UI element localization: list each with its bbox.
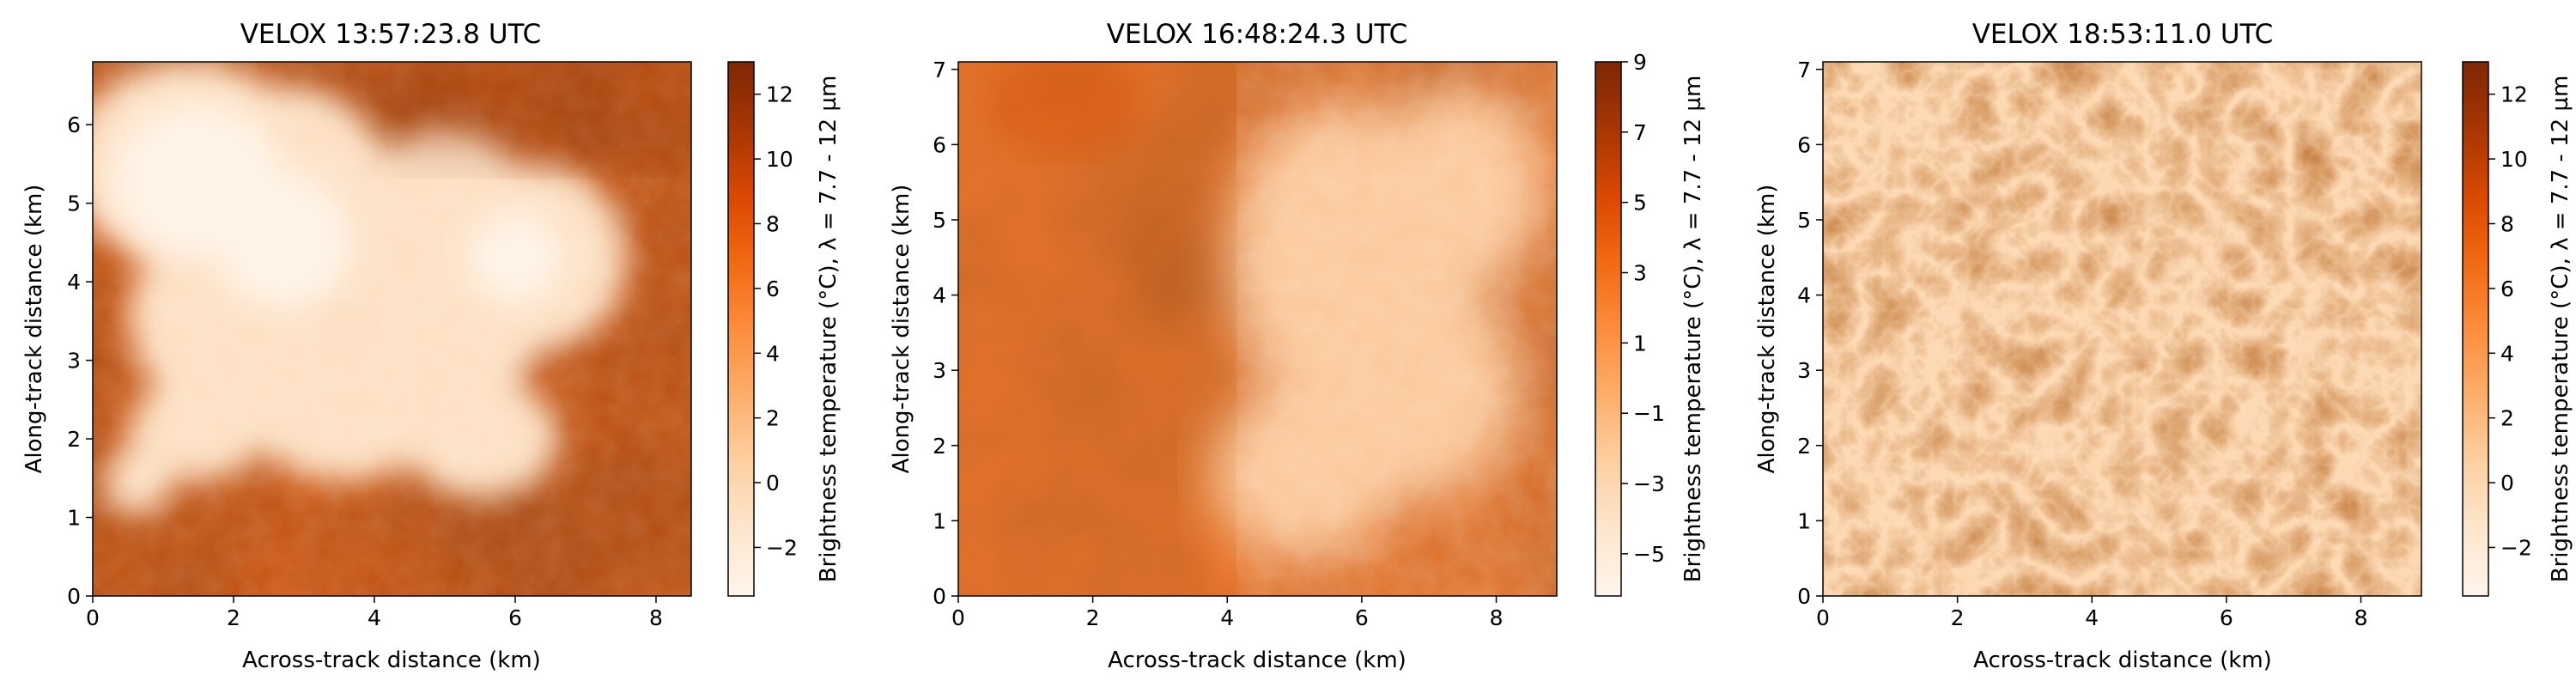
colorbar-tick-label: 10 (766, 147, 793, 172)
y-axis-label: Along-track distance (km) (889, 185, 914, 474)
colorbar: −2 0 2 4 6 8 10 12 (2462, 61, 2532, 597)
colorbar-tick-label: 2 (766, 406, 780, 431)
heatmap-image (92, 61, 692, 597)
colorbar: −2 0 2 4 6 8 10 12 (727, 61, 798, 597)
colorbar-tick-label: 8 (2500, 211, 2514, 236)
colorbar-tick-label: 9 (1633, 50, 1647, 75)
x-tick-label: 8 (649, 605, 663, 630)
colorbar-label: Brightness temperature (°C), λ = 7.7 - 1… (816, 76, 841, 583)
x-axis-label: Across-track distance (km) (242, 647, 541, 673)
y-tick-label: 1 (67, 506, 81, 531)
y-tick-label: 2 (67, 427, 81, 452)
heatmap-image (1822, 61, 2422, 597)
x-tick-label: 6 (1355, 605, 1369, 630)
y-tick-label: 3 (1797, 358, 1811, 383)
colorbar-tick-label: 4 (2500, 341, 2514, 366)
y-tick-label: 0 (67, 584, 81, 609)
x-axis: 0 2 4 6 8 (86, 596, 663, 630)
x-tick-label: 0 (86, 605, 100, 630)
colorbar-tick-label: 5 (1633, 191, 1647, 216)
y-tick-label: 5 (933, 208, 946, 233)
plot-title: VELOX 16:48:24.3 UTC (1107, 19, 1408, 50)
colorbar-tick-label: 8 (766, 211, 780, 236)
x-axis: 0 2 4 6 8 (1816, 596, 2367, 630)
plot-title: VELOX 13:57:23.8 UTC (240, 19, 542, 50)
colorbar-label: Brightness temperature (°C), λ = 7.7 - 1… (1680, 76, 1706, 583)
colorbar: −5 −3 −1 1 3 5 7 9 (1595, 50, 1665, 597)
y-axis: 0 1 2 3 4 5 6 7 (1797, 58, 1823, 609)
y-tick-label: 7 (1797, 58, 1811, 82)
panel-2: VELOX 16:48:24.3 UTC 0 2 4 6 8 0 1 2 3 4 5 6 7 Acro… (889, 19, 1706, 673)
y-tick-label: 5 (67, 192, 81, 216)
x-axis: 0 2 4 6 8 (951, 596, 1503, 630)
colorbar-tick-label: 4 (766, 341, 780, 366)
panel-1: VELOX 13:57:23.8 UTC (21, 19, 841, 673)
colorbar-tick-label: 2 (2500, 406, 2514, 431)
y-tick-label: 0 (933, 584, 946, 609)
y-axis-label: Along-track distance (km) (21, 185, 47, 474)
colorbar-tick-label: 12 (766, 82, 793, 107)
x-tick-label: 8 (1490, 605, 1504, 630)
y-tick-label: 6 (67, 112, 81, 137)
colorbar-tick-label: −1 (1633, 401, 1665, 426)
colorbar-tick-label: −2 (766, 535, 798, 560)
y-tick-label: 4 (933, 283, 946, 308)
x-tick-label: 6 (508, 605, 522, 630)
x-tick-label: 0 (1816, 605, 1830, 630)
x-tick-label: 2 (1086, 605, 1100, 630)
y-tick-label: 1 (1797, 508, 1811, 533)
x-tick-label: 4 (368, 605, 381, 630)
x-tick-label: 4 (2085, 605, 2099, 630)
colorbar-tick-label: −3 (1633, 471, 1665, 496)
x-tick-label: 8 (2354, 605, 2368, 630)
colorbar-tick-label: −2 (2500, 535, 2532, 560)
colorbar-tick-label: 10 (2500, 147, 2528, 172)
y-axis: 0 1 2 3 4 5 6 7 (933, 58, 958, 609)
colorbar-tick-label: 7 (1633, 120, 1647, 145)
x-tick-label: 2 (1951, 605, 1965, 630)
colorbar-tick-label: 6 (2500, 277, 2514, 301)
y-tick-label: 5 (1797, 208, 1811, 233)
y-tick-label: 2 (1797, 434, 1811, 459)
y-tick-label: 1 (933, 508, 946, 533)
y-tick-label: 6 (933, 132, 946, 157)
colorbar-tick-label: 6 (766, 277, 780, 301)
colorbar-tick-label: 0 (766, 471, 780, 495)
y-tick-label: 7 (933, 58, 946, 82)
x-tick-label: 6 (2220, 605, 2233, 630)
colorbar-tick-label: 3 (1633, 261, 1647, 286)
x-tick-label: 4 (1220, 605, 1234, 630)
y-tick-label: 4 (1797, 283, 1811, 308)
x-axis-label: Across-track distance (km) (1108, 647, 1406, 673)
y-tick-label: 4 (67, 270, 81, 295)
colorbar-tick-label: −5 (1633, 542, 1665, 567)
y-tick-label: 3 (67, 349, 81, 374)
y-tick-label: 0 (1797, 584, 1811, 609)
y-axis-label: Along-track distance (km) (1754, 185, 1780, 474)
y-tick-label: 6 (1797, 132, 1811, 157)
heatmap-image (957, 61, 1558, 597)
x-tick-label: 0 (951, 605, 965, 630)
colorbar-tick-label: 0 (2500, 471, 2514, 495)
y-tick-label: 3 (933, 358, 946, 383)
x-axis-label: Across-track distance (km) (1973, 647, 2272, 673)
colorbar-label: Brightness temperature (°C), λ = 7.7 - 1… (2548, 76, 2573, 583)
colorbar-tick-label: 12 (2500, 82, 2528, 107)
y-tick-label: 2 (933, 434, 946, 459)
plot-title: VELOX 18:53:11.0 UTC (1972, 19, 2274, 50)
x-tick-label: 2 (227, 605, 240, 630)
y-axis: 0 1 2 3 4 5 6 (67, 112, 93, 609)
colorbar-tick-label: 1 (1633, 331, 1647, 356)
